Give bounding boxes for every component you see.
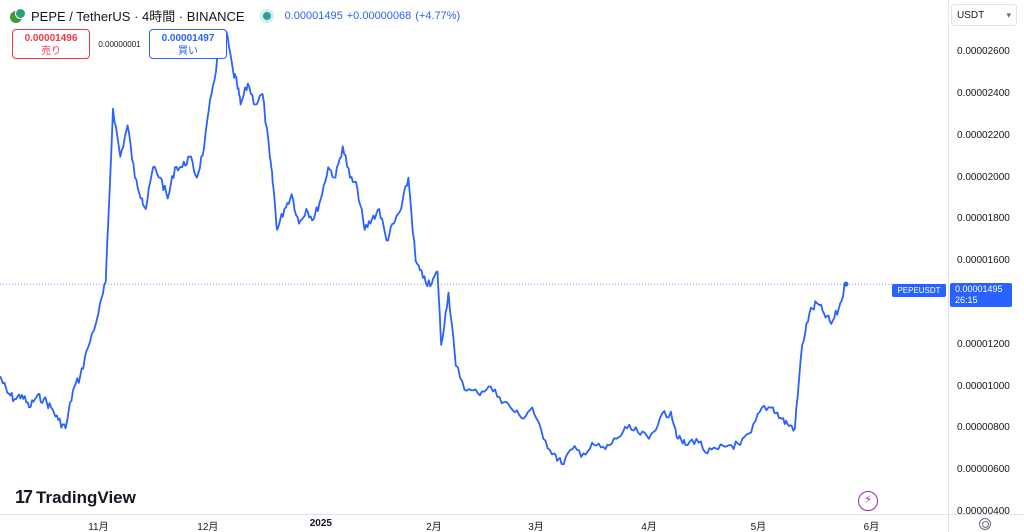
price-axis[interactable]: 0.00000400 0.00000600 0.00000800 0.00001000… <box>948 0 1024 517</box>
time-tick-label: 6月 <box>863 522 880 532</box>
currency-label: USDT <box>957 10 985 21</box>
price-tick-label: 0.00002200 <box>957 129 1010 141</box>
time-tick-label: 2025 <box>309 518 332 529</box>
sell-button[interactable]: 0.00001496 売り <box>12 29 90 59</box>
last-price-point <box>843 281 849 287</box>
price-tick-label: 0.00002600 <box>957 46 1010 58</box>
bar-countdown: 26:15 <box>955 295 978 305</box>
series-label-badge: PEPEUSDT <box>892 284 946 297</box>
status-dot-icon <box>262 11 271 20</box>
tether-coin-icon <box>15 7 26 19</box>
symbol-legend: PEPE / TetherUS · 4時間 · BINANCE 0.000014… <box>10 6 464 25</box>
spread-value: 0.00000001 <box>98 40 141 49</box>
price-series-line[interactable] <box>0 30 847 466</box>
price-tick-label: 0.00000800 <box>957 422 1010 434</box>
axis-corner <box>948 514 1024 532</box>
price-tick-label: 0.00000400 <box>957 505 1010 517</box>
symbol-title[interactable]: PEPE / TetherUS · 4時間 · BINANCE <box>31 9 245 24</box>
price-tick-label: 0.00001000 <box>957 380 1010 392</box>
currency-selector[interactable]: USDT ▾ <box>951 4 1017 26</box>
time-tick-label: 5月 <box>750 522 767 532</box>
price-change: +0.00000068 <box>346 9 412 22</box>
price-tick-label: 0.00002000 <box>957 171 1010 183</box>
flash-icon[interactable]: ⚡ <box>858 491 878 511</box>
time-tick-label: 2月 <box>426 522 442 532</box>
chart-pane[interactable]: PEPE / TetherUS · 4時間 · BINANCE 0.000014… <box>0 0 948 514</box>
tradingview-logo-icon: 17 <box>15 487 33 507</box>
price-change-pct: (+4.77%) <box>415 9 461 22</box>
time-tick-label: 12月 <box>197 522 219 532</box>
buy-price: 0.00001497 <box>161 33 215 44</box>
price-chart[interactable] <box>0 0 948 514</box>
last-price: 0.00001495 <box>284 9 343 22</box>
tradingview-logo[interactable]: 17 TradingView <box>15 487 136 508</box>
time-axis[interactable]: 11月 12月 2025 2月 3月 4月 5月 6月 <box>0 514 948 532</box>
sell-price: 0.00001496 <box>24 33 78 44</box>
buy-button[interactable]: 0.00001497 買い <box>149 29 227 59</box>
sell-label: 売り <box>41 46 61 57</box>
price-tick-label: 0.00002400 <box>957 88 1010 100</box>
price-tick-label: 0.00001200 <box>957 338 1010 350</box>
brand-name: TradingView <box>36 487 136 507</box>
settings-icon[interactable] <box>979 518 991 530</box>
time-tick-label: 11月 <box>88 522 109 532</box>
pepe-coin-icon <box>10 7 26 24</box>
current-price: 0.00001495 <box>955 284 1003 294</box>
price-tick-label: 0.00001800 <box>957 213 1010 225</box>
current-price-badge: 0.00001495 26:15 <box>950 283 1012 307</box>
price-tick-label: 0.00001600 <box>957 255 1010 267</box>
time-tick-label: 4月 <box>641 522 657 532</box>
buy-label: 買い <box>178 46 198 57</box>
chevron-down-icon: ▾ <box>1006 10 1011 20</box>
price-tick-label: 0.00000600 <box>957 464 1010 476</box>
time-tick-label: 3月 <box>528 522 544 532</box>
